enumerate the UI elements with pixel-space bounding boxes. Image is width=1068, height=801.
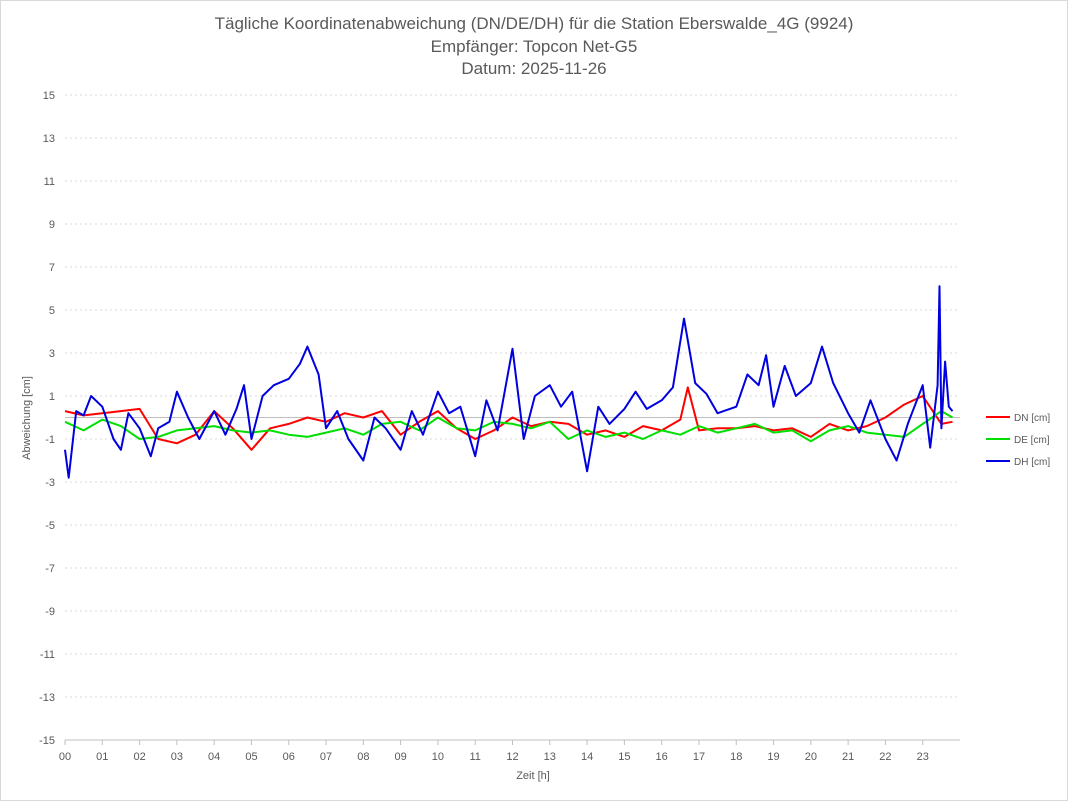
x-tick-label: 07 (320, 751, 332, 763)
series-lines (64, 285, 954, 479)
series-line-de (64, 410, 953, 443)
x-tick-label: 02 (133, 751, 145, 763)
chart-title-line-3: Datum: 2025-11-26 (461, 59, 606, 78)
x-tick-label: 00 (59, 751, 71, 763)
y-tick-label: 5 (49, 305, 55, 317)
chart-title-line-2: Empfänger: Topcon Net-G5 (431, 37, 638, 56)
y-tick-label: 3 (49, 348, 55, 360)
y-tick-label: 1 (49, 391, 55, 403)
x-tick-label: 10 (432, 751, 444, 763)
x-tick-label: 01 (96, 751, 108, 763)
legend-label-de: DE [cm] (1014, 435, 1050, 446)
x-tick-label: 08 (357, 751, 369, 763)
y-tick-label: 15 (43, 90, 55, 102)
x-tick-label: 17 (693, 751, 705, 763)
x-tick-label: 20 (805, 751, 817, 763)
legend-label-dh: DH [cm] (1014, 457, 1050, 468)
x-tick-label: 13 (544, 751, 556, 763)
chart-title-line-1: Tägliche Koordinatenabweichung (DN/DE/DH… (215, 14, 854, 33)
x-tick-label: 12 (506, 751, 518, 763)
y-tick-label: 11 (44, 176, 55, 188)
series-line-dh (64, 285, 954, 479)
x-tick-label: 11 (469, 751, 480, 763)
y-tick-label: -7 (45, 563, 55, 575)
x-tick-label: 19 (767, 751, 779, 763)
x-tick-label: 21 (842, 751, 854, 763)
x-tick-label: 14 (581, 751, 593, 763)
legend: DN [cm] DE [cm] DH [cm] (986, 413, 1050, 468)
x-tick-label: 16 (656, 751, 668, 763)
y-tick-label: 7 (49, 262, 55, 274)
x-tick-label: 15 (618, 751, 630, 763)
y-tick-label: -3 (45, 477, 55, 489)
y-tick-label: 9 (49, 219, 55, 231)
x-tick-label: 18 (730, 751, 742, 763)
x-tick-label: 03 (171, 751, 183, 763)
y-tick-label: 13 (43, 133, 55, 145)
x-tick-label: 05 (245, 751, 257, 763)
y-tick-label: -5 (45, 520, 55, 532)
y-tick-label: -9 (45, 606, 55, 618)
y-tick-labels: 15 13 11 9 7 5 3 1 -1 -3 -5 -7 -9 -11 -13 -15 (39, 90, 55, 747)
x-tick-label: 09 (395, 751, 407, 763)
legend-label-dn: DN [cm] (1014, 413, 1050, 424)
x-tick-label: 22 (879, 751, 891, 763)
y-axis-title: Abweichung [cm] (21, 376, 33, 460)
series-line-dn (64, 386, 953, 451)
y-tick-label: -15 (39, 735, 55, 747)
y-tick-label: -13 (39, 692, 55, 704)
x-tick-labels: 00 01 02 03 04 05 06 07 08 09 10 11 12 13 14 15 16 17 18 19… (59, 740, 929, 763)
x-tick-label: 06 (283, 751, 295, 763)
y-tick-label: -11 (40, 649, 55, 661)
x-axis-title: Zeit [h] (516, 770, 550, 782)
y-tick-label: -1 (45, 434, 55, 446)
x-tick-label: 23 (917, 751, 929, 763)
x-tick-label: 04 (208, 751, 220, 763)
